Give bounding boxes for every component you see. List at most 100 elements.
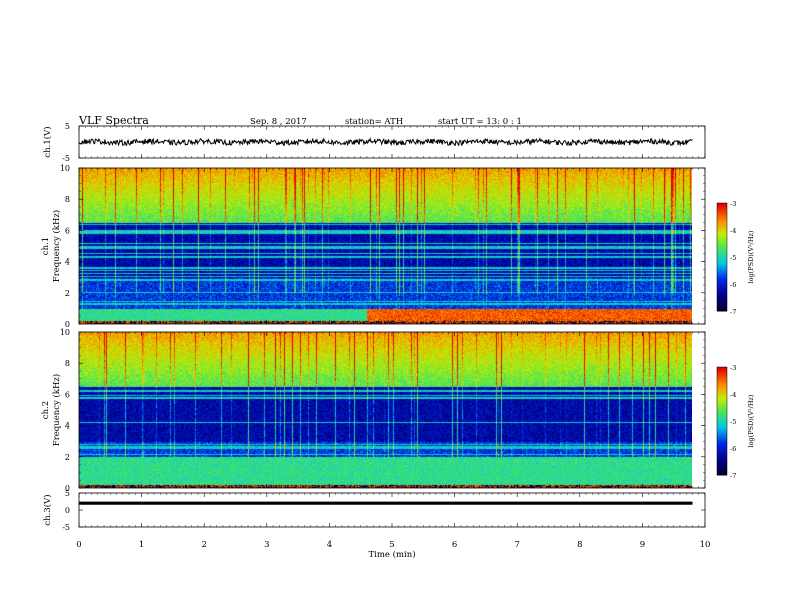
x-tick-label: 6 bbox=[452, 540, 457, 550]
y-tick-label: 10 bbox=[60, 164, 70, 173]
colorbar-swatch bbox=[717, 415, 727, 418]
panels bbox=[78, 125, 706, 528]
colorbar-swatch bbox=[717, 305, 727, 308]
colorbar-swatch bbox=[717, 455, 727, 458]
colorbar-swatch bbox=[717, 203, 727, 206]
x-axis-label: Time (min) bbox=[368, 549, 415, 560]
colorbar-swatch bbox=[717, 374, 727, 377]
colorbar-swatch bbox=[717, 372, 727, 375]
colorbar-swatch bbox=[717, 257, 727, 260]
colorbar-swatch bbox=[717, 271, 727, 274]
colorbar-swatch bbox=[717, 212, 727, 215]
colorbar-swatch bbox=[717, 275, 727, 278]
colorbar-tick-label: -7 bbox=[730, 472, 736, 480]
panel-frame-4 bbox=[78, 492, 706, 528]
colorbar-swatch bbox=[717, 381, 727, 384]
colorbar-swatch bbox=[717, 210, 727, 213]
x-tick-label: 1 bbox=[139, 540, 144, 550]
colorbar-tick-label: -6 bbox=[730, 281, 736, 289]
colorbar-swatch bbox=[717, 228, 727, 231]
colorbar-2-label: log(PSD)(V²/Hz) bbox=[747, 394, 755, 447]
colorbar-swatch bbox=[717, 471, 727, 474]
colorbar-swatch bbox=[717, 235, 727, 238]
colorbar-swatch bbox=[717, 397, 727, 400]
colorbar-swatch bbox=[717, 466, 727, 469]
colorbar-swatch bbox=[717, 260, 727, 263]
colorbar-swatch bbox=[717, 394, 727, 397]
y-tick-label: 4 bbox=[65, 258, 70, 267]
colorbar-swatch bbox=[717, 388, 727, 391]
colorbar-swatch bbox=[717, 285, 727, 289]
ch1-spectrogram-channel-label: ch.1 bbox=[41, 237, 51, 255]
colorbar-swatch bbox=[717, 294, 727, 298]
colorbar-swatch bbox=[717, 395, 727, 399]
x-tick-label: 3 bbox=[264, 540, 269, 550]
colorbar-swatch bbox=[717, 255, 727, 258]
ch3-y-label: ch.3(V) bbox=[42, 494, 53, 525]
colorbar-swatch bbox=[717, 282, 727, 285]
y-tick-label: 6 bbox=[65, 226, 70, 235]
colorbar-swatch bbox=[717, 422, 727, 426]
colorbar-tick-label: -3 bbox=[730, 200, 736, 208]
y-tick-label: 5 bbox=[65, 489, 70, 498]
colorbar-tick-label: -7 bbox=[730, 308, 736, 316]
colorbar-swatch bbox=[717, 249, 727, 253]
colorbar-swatch bbox=[717, 208, 727, 211]
colorbar-swatch bbox=[717, 239, 727, 242]
colorbar-tick-label: -6 bbox=[730, 445, 736, 453]
colorbar-swatch bbox=[717, 435, 727, 438]
colorbar-swatch bbox=[717, 410, 727, 413]
ch1-y-label: ch.1(V) bbox=[42, 126, 53, 157]
colorbar-swatch bbox=[717, 267, 727, 271]
colorbar-swatch bbox=[717, 226, 727, 229]
ch2-spectrogram-channel-label: ch.2 bbox=[41, 401, 51, 419]
colorbar-swatch bbox=[717, 291, 727, 294]
colorbar-swatch bbox=[717, 424, 727, 427]
colorbar-swatch bbox=[717, 426, 727, 429]
colorbar-swatch bbox=[717, 460, 727, 463]
colorbar-tick-label: -4 bbox=[730, 391, 736, 399]
colorbar-swatch bbox=[717, 413, 727, 417]
colorbar-swatch bbox=[717, 204, 727, 208]
colorbar-swatch bbox=[717, 302, 727, 305]
colorbar-swatch bbox=[717, 439, 727, 442]
colorbar-swatch bbox=[717, 442, 727, 445]
colorbar-swatch bbox=[717, 392, 727, 395]
colorbar-swatch bbox=[717, 222, 727, 226]
colorbar-frame bbox=[716, 202, 728, 312]
y-tick-label: 10 bbox=[60, 328, 70, 337]
colorbar-swatch bbox=[717, 303, 727, 307]
colorbar-swatch bbox=[717, 473, 727, 476]
colorbar-swatch bbox=[717, 230, 727, 233]
colorbar-swatch bbox=[717, 401, 727, 404]
y-tick-label: -5 bbox=[62, 154, 70, 163]
colorbar-swatch bbox=[717, 469, 727, 472]
date-label: Sep. 8 , 2017 bbox=[250, 117, 307, 127]
colorbar-swatch bbox=[717, 370, 727, 373]
colorbar-swatch bbox=[717, 219, 727, 222]
colorbar-swatch bbox=[717, 417, 727, 420]
colorbar-swatch bbox=[717, 284, 727, 287]
colorbar-swatch bbox=[717, 240, 727, 244]
colorbar-swatch bbox=[717, 376, 727, 379]
colorbar-swatch bbox=[717, 246, 727, 249]
figure-title: VLF Spectra bbox=[78, 114, 149, 127]
colorbar-swatch bbox=[717, 266, 727, 269]
colorbar-swatch bbox=[717, 462, 727, 465]
colorbar-swatch bbox=[717, 262, 727, 265]
colorbar-swatch bbox=[717, 451, 727, 454]
colorbar-swatch bbox=[717, 264, 727, 267]
colorbar-swatch bbox=[717, 433, 727, 436]
colorbar-2: -3 -4 -5 -6 -7 bbox=[716, 364, 736, 480]
x-tick-label: 5 bbox=[389, 540, 394, 550]
ch2-spectrogram-y-label: Frequency (kHz) bbox=[51, 374, 62, 446]
colorbar-swatch bbox=[717, 390, 727, 393]
x-tick-label: 9 bbox=[640, 540, 645, 550]
colorbar-swatch bbox=[717, 430, 727, 433]
x-tick-label: 7 bbox=[514, 540, 519, 550]
ch2-spectrogram-image bbox=[79, 332, 692, 488]
colorbar-swatch bbox=[717, 280, 727, 283]
colorbar-tick-label: -5 bbox=[730, 254, 736, 262]
colorbar-swatch bbox=[717, 467, 727, 471]
